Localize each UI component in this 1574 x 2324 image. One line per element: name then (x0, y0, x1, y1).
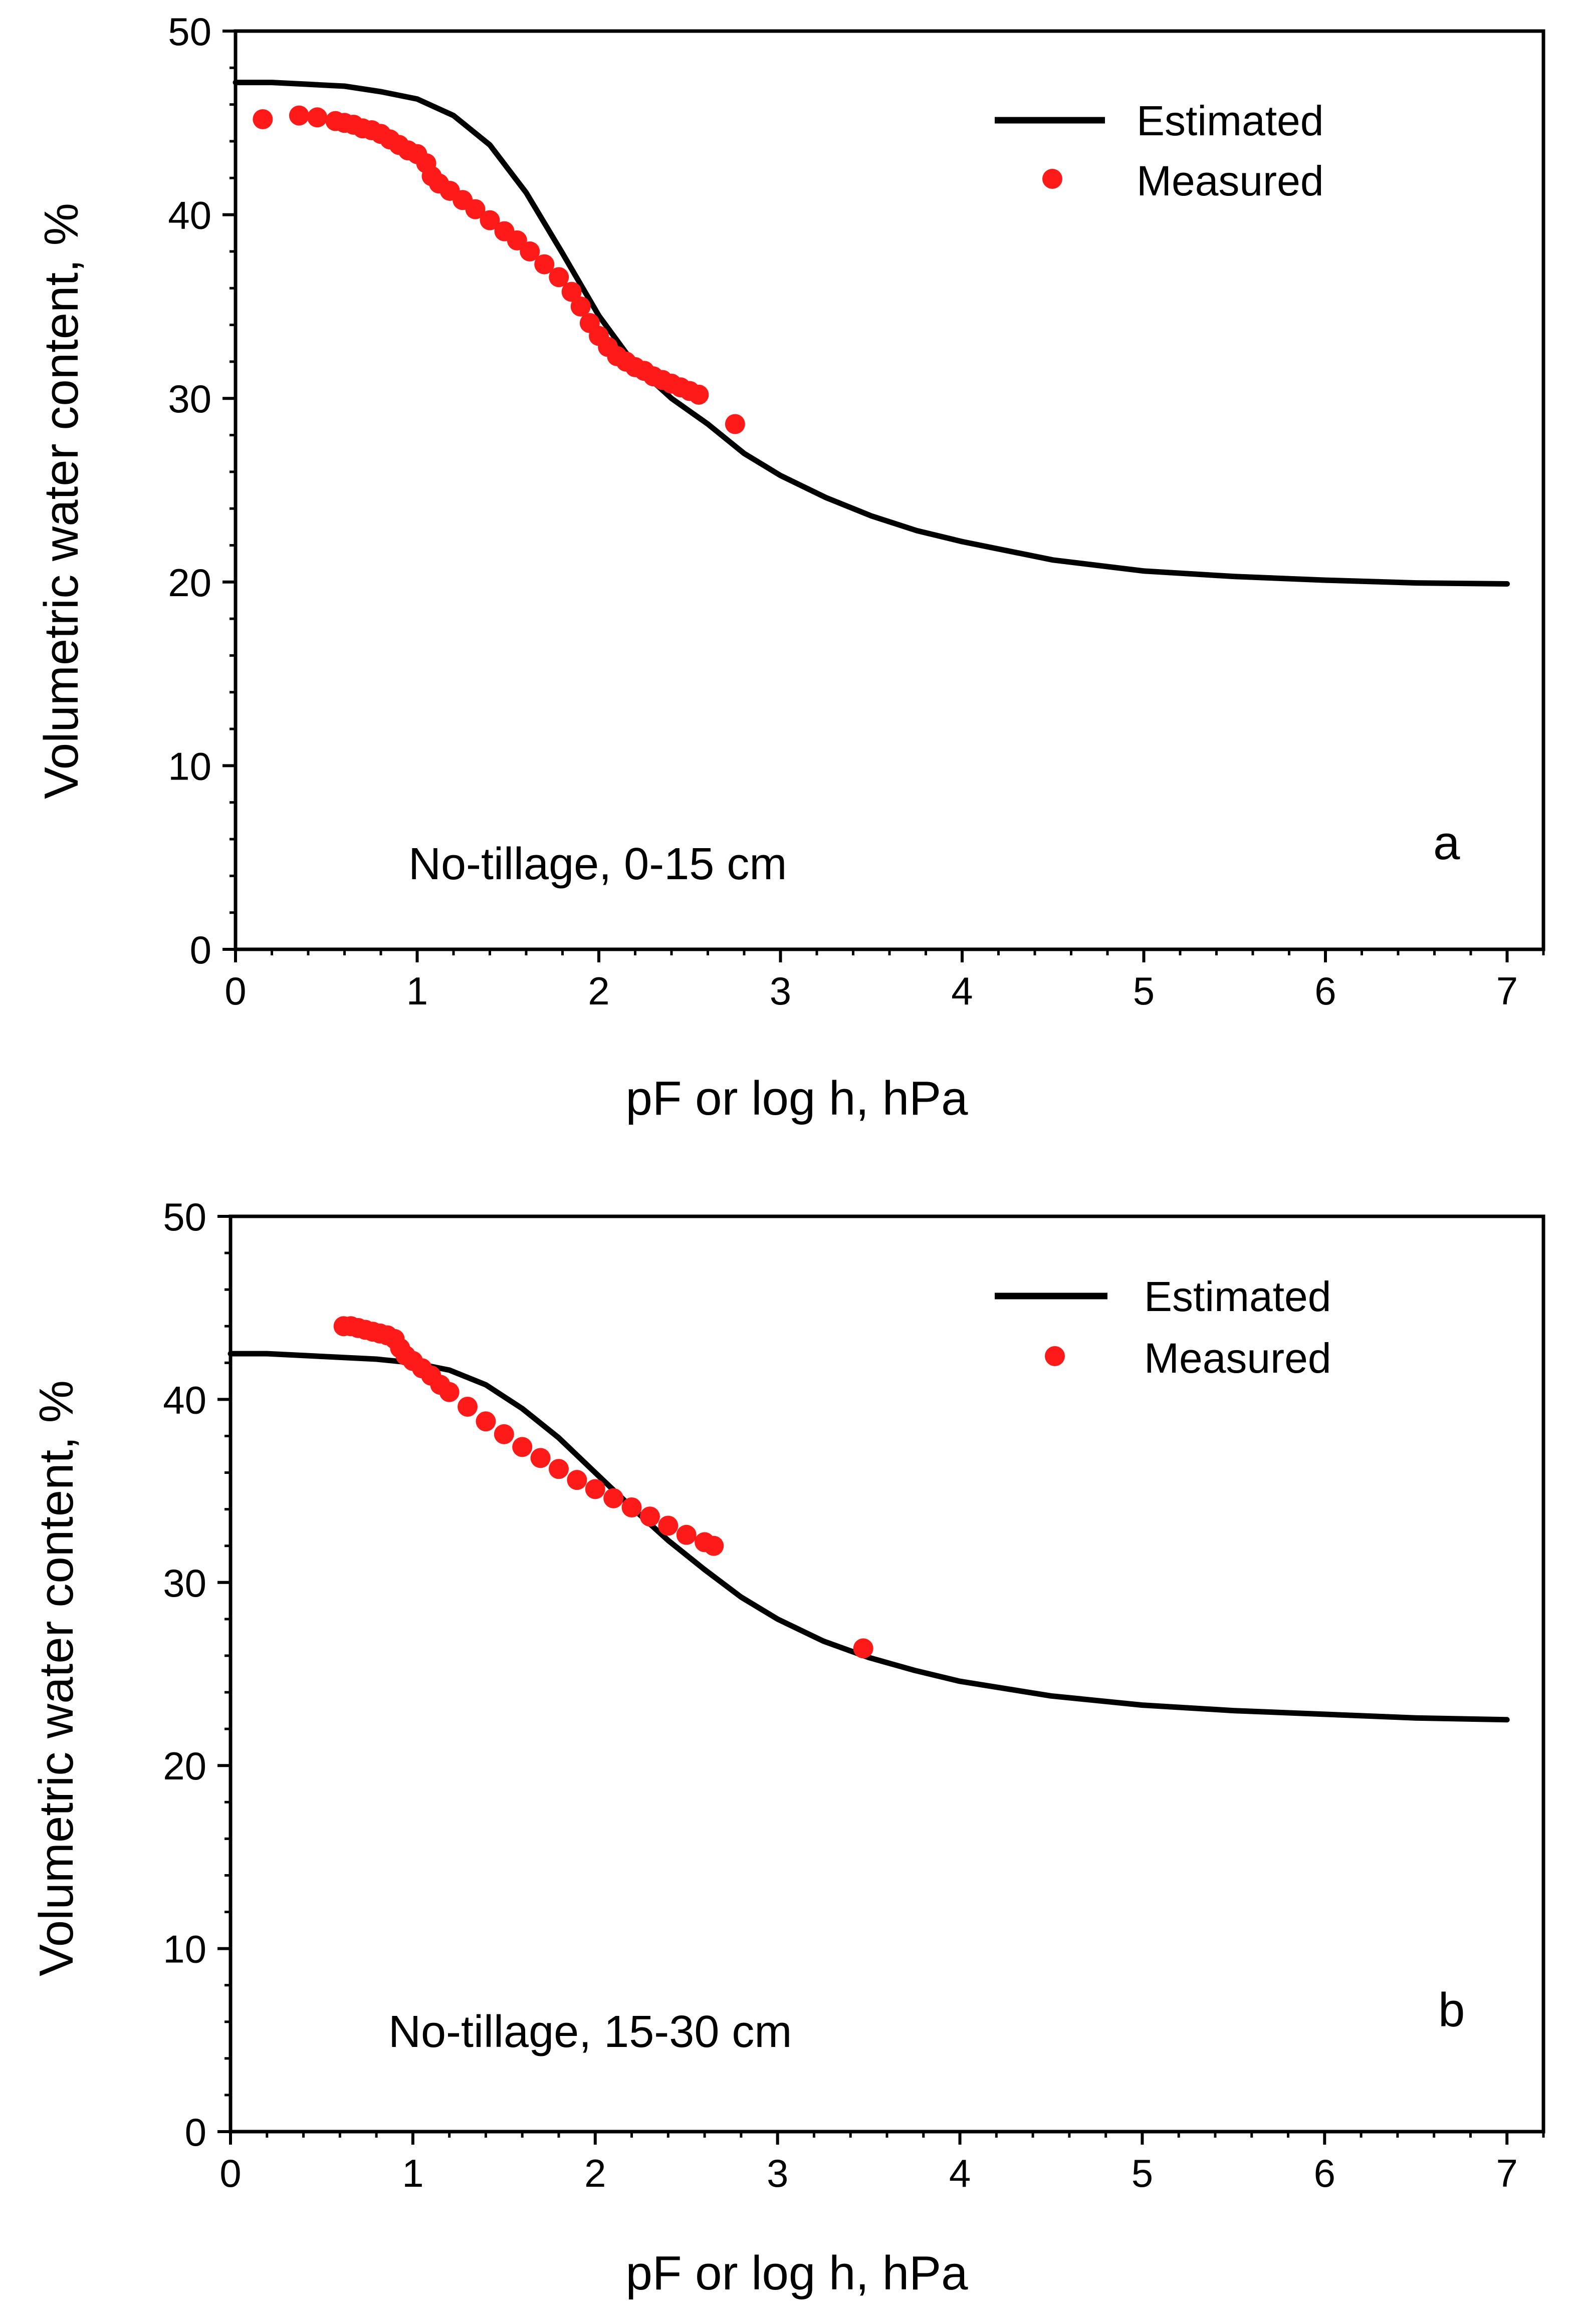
measured-point-a (253, 109, 273, 129)
x-tick-label-b: 5 (1132, 2151, 1153, 2195)
y-tick-label-a: 20 (168, 561, 211, 605)
estimated-line-a (233, 80, 1510, 587)
measured-point-b (603, 1488, 624, 1508)
measured-point-b (585, 1479, 605, 1499)
measured-point-a (570, 296, 591, 317)
measured-point-a (725, 414, 745, 434)
legend-label-estimated-b: Estimated (1144, 1273, 1331, 1320)
legend-label-measured-a: Measured (1137, 157, 1324, 204)
measured-point-b (512, 1437, 533, 1457)
y-tick-label-b: 30 (163, 1561, 206, 1605)
x-tick-label-b: 6 (1314, 2151, 1335, 2195)
y-tick-label-b: 50 (163, 1195, 206, 1239)
panel-annotation-a: No-tillage, 0-15 cm (408, 839, 787, 889)
y-tick-label-a: 40 (168, 193, 211, 237)
measured-point-b (494, 1424, 514, 1444)
y-tick-label-b: 0 (185, 2110, 206, 2154)
measured-point-b (458, 1397, 478, 1417)
plot-frame-a (234, 29, 1545, 951)
x-tick-label-a: 2 (588, 969, 609, 1013)
estimated-line-b (228, 1351, 1510, 1723)
measured-point-b (476, 1411, 496, 1432)
x-tick-label-a: 5 (1133, 969, 1155, 1013)
measured-point-a (561, 282, 582, 302)
measured-point-a (520, 241, 540, 262)
legend-label-estimated-a: Estimated (1137, 97, 1324, 144)
measured-point-a (480, 210, 500, 230)
legend-dot-measured-a (1042, 169, 1062, 189)
x-axis-title-b: pF or log h, hPa (625, 2246, 968, 2300)
legend-a: Estimated Measured (995, 97, 1324, 204)
x-tick-label-a: 4 (951, 969, 973, 1013)
panel-annotation-b: No-tillage, 15-30 cm (388, 2007, 792, 2057)
measured-point-b (549, 1459, 569, 1479)
x-tick-label-b: 1 (402, 2151, 423, 2195)
y-tick-label-a: 30 (168, 377, 211, 421)
y-tick-label-b: 40 (163, 1378, 206, 1422)
measured-point-b (621, 1497, 642, 1517)
plot-frame-b (229, 1214, 1545, 2134)
panel-letter-a: a (1433, 816, 1460, 870)
measured-point-b (639, 1506, 660, 1527)
legend-dot-measured-b (1045, 1346, 1065, 1366)
measured-point-b (439, 1382, 460, 1402)
measured-point-b (704, 1535, 724, 1556)
x-axis-title-a: pF or log h, hPa (625, 1072, 968, 1125)
plot-area-b: 0 1 2 3 4 5 6 7 0 10 20 30 40 50 (163, 1195, 1545, 2195)
measured-point-b (567, 1470, 587, 1490)
measured-point-a (465, 199, 486, 219)
x-tick-label-b: 3 (767, 2151, 788, 2195)
measured-point-a (289, 105, 309, 126)
measured-point-a (549, 267, 569, 288)
y-tick-label-a: 10 (168, 744, 211, 788)
legend-b: Estimated Measured (995, 1273, 1331, 1382)
x-tick-label-b: 0 (219, 2151, 241, 2195)
y-axis-title-b: Volumetric water content, % (30, 1380, 83, 1976)
x-tick-label-b: 7 (1496, 2151, 1518, 2195)
y-tick-label-a: 0 (190, 928, 211, 972)
x-tick-label-a: 0 (224, 969, 246, 1013)
measured-point-a (689, 384, 709, 405)
plot-area-a: 0 1 2 3 4 5 6 7 0 10 20 30 40 50 (168, 10, 1545, 1013)
x-tick-label-a: 1 (406, 969, 428, 1013)
legend-label-measured-b: Measured (1144, 1335, 1331, 1382)
measured-point-b (530, 1448, 551, 1468)
y-axis-title-a: Volumetric water content, % (35, 203, 88, 799)
x-tick-label-b: 2 (584, 2151, 606, 2195)
measured-point-b (658, 1515, 679, 1536)
panel-letter-b: b (1438, 1983, 1465, 2037)
x-tick-label-a: 6 (1314, 969, 1336, 1013)
chart-panel-b: 0 1 2 3 4 5 6 7 0 10 20 30 40 50 No-tillage, 15-30 cm… (30, 1195, 1545, 2300)
y-tick-label-b: 20 (163, 1744, 206, 1788)
x-tick-label-a: 7 (1496, 969, 1518, 1013)
y-tick-label-b: 10 (163, 1927, 206, 1971)
measured-point-b (676, 1524, 697, 1545)
y-tick-label-a: 50 (168, 10, 211, 54)
x-tick-label-a: 3 (770, 969, 791, 1013)
measured-point-a (307, 107, 328, 128)
measured-point-b (853, 1638, 873, 1659)
x-tick-label-b: 4 (949, 2151, 971, 2195)
measured-point-a (534, 254, 555, 275)
